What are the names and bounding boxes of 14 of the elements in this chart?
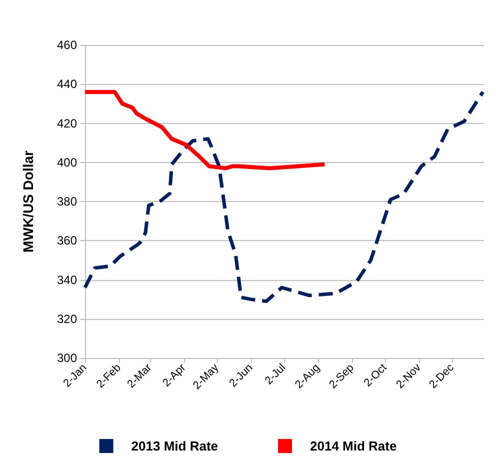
- y-tick-label: 320: [56, 312, 78, 326]
- line-series: [83, 90, 485, 304]
- y-tick-label: 340: [56, 272, 78, 287]
- legend-label: 2014 Mid Rate: [310, 438, 397, 454]
- y-tick-label: 420: [56, 116, 78, 130]
- y-tick-label: 400: [56, 155, 78, 170]
- y-tick-label: 440: [56, 77, 78, 92]
- line-series: [83, 90, 327, 170]
- legend-label: 2013 Mid Rate: [131, 438, 218, 454]
- y-tick-label: 380: [56, 194, 78, 208]
- y-axis-title: MWK/US Dollar: [20, 150, 36, 252]
- y-tick-label: 460: [56, 38, 78, 52]
- y-tick-label: 300: [56, 351, 78, 365]
- y-tick-label: 360: [56, 234, 78, 248]
